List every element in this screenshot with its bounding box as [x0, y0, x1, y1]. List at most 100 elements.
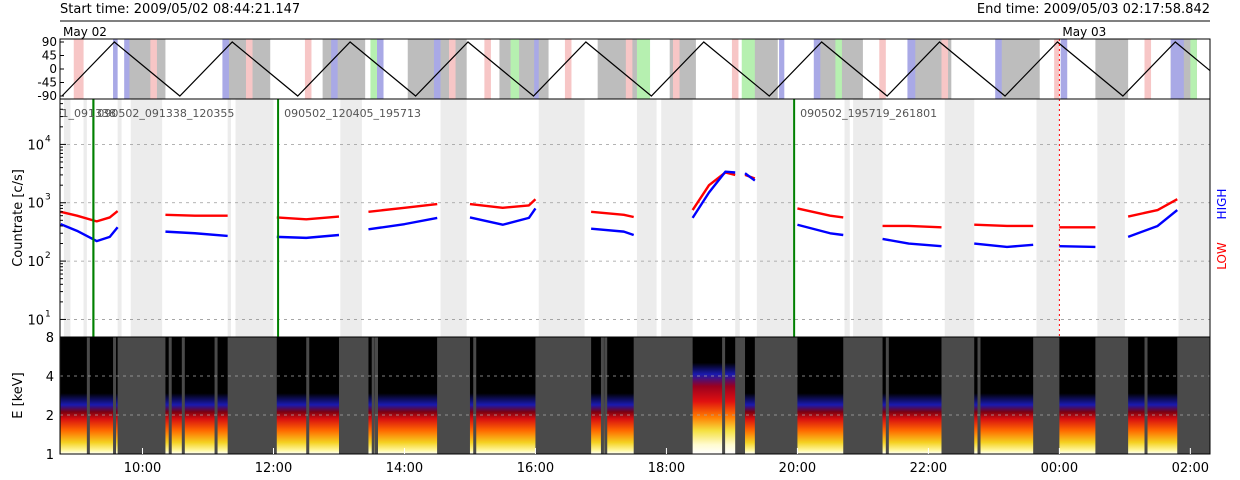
spectrogram-data-block	[165, 337, 228, 454]
countrate-gap-band	[1178, 99, 1210, 337]
spectrogram-data-block	[1059, 337, 1096, 454]
spectrogram-background	[60, 337, 1210, 454]
series-high-segment	[591, 227, 635, 237]
legend-low: LOW	[1215, 242, 1229, 270]
series-high-segment	[368, 216, 438, 231]
spectrogram-frame	[59, 336, 1211, 455]
spectrogram-slit	[604, 337, 608, 454]
series-low-segment	[797, 207, 844, 219]
orbit-red-band	[245, 39, 253, 99]
countrate-ytick-base: 10	[27, 255, 44, 270]
orbit-gray-band	[1095, 39, 1129, 99]
spectrogram-ytick-label: 8	[46, 331, 54, 346]
spectrogram-slit	[473, 337, 477, 454]
event-marker-label: 502_072401_091338	[0, 107, 116, 120]
series-low-segment	[469, 198, 537, 209]
spectrogram-slit	[555, 337, 559, 454]
orbit-red-band	[672, 39, 680, 99]
orbit-red-band	[1054, 39, 1060, 99]
orbit-red-band	[150, 39, 157, 99]
spectrogram-plot-area	[60, 337, 1210, 454]
orbit-triangle-wave	[61, 41, 1210, 97]
orbit-green-band	[741, 39, 755, 99]
series-high-segment	[165, 230, 228, 238]
series-low-segment	[882, 224, 942, 229]
countrate-ytick-base: 10	[27, 197, 44, 212]
orbit-blue-band	[779, 39, 785, 99]
countrate-ytick-exponent: 3	[45, 193, 51, 203]
spectrogram-slit	[86, 337, 90, 454]
spectrogram-slit	[1144, 337, 1148, 454]
spectrogram-slit	[168, 337, 172, 454]
spectrogram-data-block	[591, 337, 634, 454]
countrate-ylabel: Countrate [c/s]	[11, 169, 26, 267]
orbit-green-band	[636, 39, 651, 99]
event-marker-label: 090502_120405_195713	[284, 107, 421, 120]
orbit-red-band	[731, 39, 739, 99]
countrate-gap-band	[853, 99, 883, 337]
spectrogram-ylabel: E [keV]	[11, 372, 26, 418]
spectrogram-data-block	[368, 337, 438, 454]
spectrogram-data-block	[469, 337, 536, 454]
spectrogram-ytick-label: 1	[46, 448, 54, 463]
xtick-label: 20:00	[779, 461, 816, 476]
orbit-blue-band	[113, 39, 118, 99]
orbit-blue-band	[907, 39, 916, 99]
orbit-red-band	[941, 39, 949, 99]
orbit-green-band	[370, 39, 377, 99]
spectrogram-slit	[181, 337, 185, 454]
countrate-gap-band	[756, 99, 795, 337]
series-high-segment	[691, 170, 736, 219]
xtick-label: 00:00	[1041, 461, 1078, 476]
series-high-segment	[974, 242, 1034, 249]
orbit-blue-band	[222, 39, 229, 99]
orbit-red-band	[1144, 39, 1152, 99]
orbit-plot-area	[61, 39, 1210, 99]
spectrogram-ytick-label: 4	[46, 370, 54, 385]
orbit-day-label: May 03	[1062, 25, 1106, 39]
xtick-label: 12:00	[255, 461, 292, 476]
countrate-ytick-base: 10	[27, 138, 44, 153]
xtick-label: 14:00	[386, 461, 423, 476]
series-high-segment	[1059, 244, 1096, 249]
orbit-ytick-label: 0	[49, 62, 57, 76]
countrate-ytick-exponent: 2	[45, 251, 51, 261]
series-high-segment	[744, 172, 756, 182]
spectrogram-slit	[214, 337, 218, 454]
orbit-blue-band	[995, 39, 1002, 99]
countrate-ytick-exponent: 1	[45, 309, 51, 319]
countrate-gap-band	[735, 99, 740, 337]
orbit-gray-band	[751, 39, 778, 99]
spectrogram-slit	[306, 337, 310, 454]
countrate-ytick-exponent: 4	[45, 134, 51, 144]
series-low-segment	[1127, 198, 1178, 218]
orbit-blue-band	[1170, 39, 1184, 99]
countrate-gap-band	[1097, 99, 1125, 337]
orbit-green-band	[1190, 39, 1197, 99]
series-low-segment	[368, 202, 438, 213]
countrate-gap-band	[340, 99, 362, 337]
spectrogram-slit	[1098, 337, 1102, 454]
spectrogram-slit	[375, 337, 379, 454]
orbit-red-band	[449, 39, 456, 99]
spectrogram-slit	[738, 337, 742, 454]
orbit-blue-band	[813, 39, 821, 99]
orbit-green-band	[835, 39, 842, 99]
series-high-segment	[60, 223, 119, 243]
event-marker-label: 090502_091338_120355	[97, 107, 234, 120]
spectrogram-data-block	[745, 337, 755, 454]
xtick-label: 22:00	[910, 461, 947, 476]
series-high-segment	[882, 237, 942, 248]
end-time-label: End time: 2009/05/03 02:17:58.842	[976, 2, 1210, 17]
countrate-gap-band	[944, 99, 975, 337]
series-high-segment	[1127, 209, 1179, 239]
orbit-red-band	[879, 39, 886, 99]
series-low-segment	[60, 210, 119, 223]
spectrogram-slit	[113, 337, 117, 454]
spectrogram-slit	[542, 337, 546, 454]
event-marker-label: 090502_195719_261801	[800, 107, 937, 120]
spectrogram-data-block	[692, 337, 736, 454]
countrate-gap-band	[636, 99, 657, 337]
